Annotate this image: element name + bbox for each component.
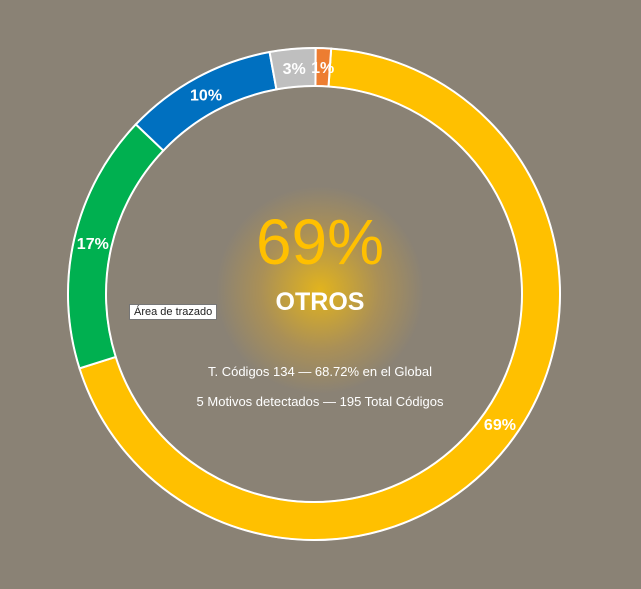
donut-outer-ring [67, 47, 561, 541]
center-glow [215, 185, 425, 395]
data-label-3: 10% [190, 87, 222, 104]
plot-area-tooltip: Área de trazado [129, 304, 218, 320]
data-label-1: 69% [484, 417, 516, 434]
data-label-5: 1% [311, 60, 334, 77]
donut-inner-ring [105, 85, 523, 503]
center-stat-total: 5 Motivos detectados — 195 Total Códigos [196, 394, 444, 409]
data-label-4: 3% [283, 61, 306, 78]
center-category-label: OTROS [275, 288, 365, 316]
data-label-2: 17% [77, 236, 109, 253]
center-percent: 69% [255, 206, 385, 278]
center-stat-codes: T. Códigos 134 — 68.72% en el Global [207, 364, 433, 379]
